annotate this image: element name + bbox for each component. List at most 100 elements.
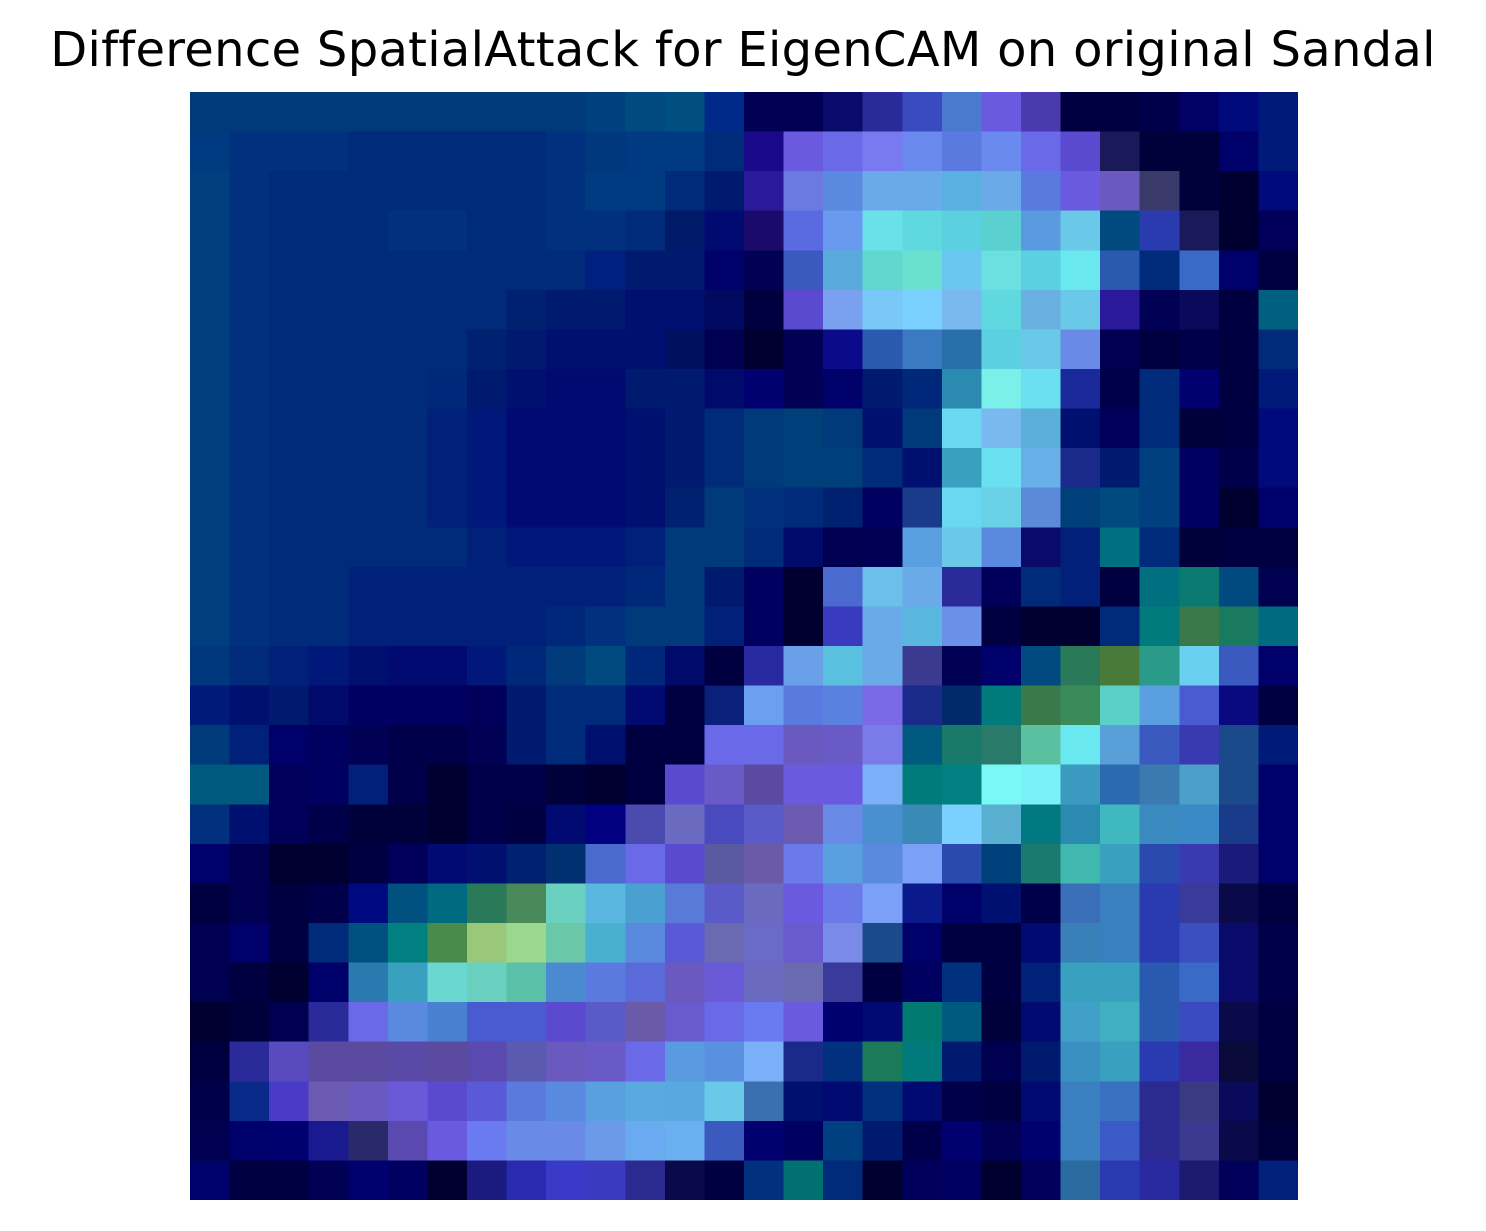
heatmap-cell-r18-c23 [1100, 804, 1141, 845]
heatmap-cell-r8-c17 [862, 408, 903, 449]
heatmap-cell-r3-c27 [1258, 210, 1298, 251]
heatmap-cell-r14-c25 [1179, 646, 1220, 687]
heatmap-cell-r22-c26 [1218, 962, 1260, 1003]
heatmap-cell-r16-c18 [902, 725, 943, 766]
heatmap-cell-r19-c0 [190, 843, 231, 885]
heatmap-cell-r18-c0 [190, 804, 231, 845]
heatmap-cell-r20-c2 [269, 883, 310, 924]
heatmap-cell-r15-c9 [546, 685, 587, 726]
heatmap-cell-r20-c26 [1218, 883, 1260, 924]
heatmap-cell-r26-c18 [902, 1120, 943, 1162]
heatmap-cell-r5-c4 [348, 289, 389, 331]
heatmap-cell-r9-c6 [427, 448, 468, 489]
heatmap-cell-r2-c21 [1021, 171, 1062, 212]
heatmap-cell-r13-c12 [664, 606, 706, 647]
heatmap-cell-r1-c17 [862, 131, 903, 172]
heatmap-cell-r2-c15 [783, 171, 824, 212]
heatmap-cell-r4-c19 [941, 250, 983, 291]
heatmap-cell-r4-c14 [744, 250, 785, 291]
heatmap-cell-r21-c2 [269, 923, 310, 964]
heatmap-cell-r24-c10 [585, 1041, 626, 1082]
heatmap-cell-r0-c25 [1179, 92, 1220, 133]
heatmap-cell-r6-c22 [1060, 329, 1101, 370]
heatmap-cell-r11-c14 [744, 527, 785, 568]
heatmap-cell-r1-c3 [308, 131, 349, 172]
heatmap-cell-r23-c2 [269, 1002, 310, 1043]
heatmap-cell-r14-c22 [1060, 646, 1101, 687]
heatmap-cell-r2-c16 [823, 171, 864, 212]
heatmap-cell-r19-c8 [506, 843, 547, 885]
heatmap-cell-r25-c25 [1179, 1081, 1220, 1122]
heatmap-cell-r0-c18 [902, 92, 943, 133]
heatmap-cell-r21-c6 [427, 923, 468, 964]
heatmap-cell-r13-c21 [1021, 606, 1062, 647]
heatmap-cell-r3-c13 [704, 210, 745, 251]
heatmap-cell-r2-c13 [704, 171, 745, 212]
heatmap-cell-r8-c24 [1139, 408, 1180, 449]
heatmap-cell-r27-c27 [1258, 1160, 1298, 1200]
heatmap-cell-r14-c1 [229, 646, 270, 687]
heatmap-cell-r14-c8 [506, 646, 547, 687]
heatmap-cell-r9-c27 [1258, 448, 1298, 489]
heatmap-cell-r26-c2 [269, 1120, 310, 1162]
heatmap-cell-r27-c23 [1100, 1160, 1141, 1200]
heatmap-cell-r7-c12 [664, 369, 706, 410]
heatmap-cell-r6-c1 [229, 329, 270, 370]
heatmap-cell-r20-c0 [190, 883, 231, 924]
heatmap-cell-r6-c7 [467, 329, 508, 370]
heatmap-cell-r16-c20 [981, 725, 1022, 766]
heatmap-cell-r12-c0 [190, 566, 231, 608]
heatmap-cell-r7-c24 [1139, 369, 1180, 410]
heatmap-cell-r3-c2 [269, 210, 310, 251]
heatmap-cell-r24-c14 [744, 1041, 785, 1082]
heatmap-cell-r25-c23 [1100, 1081, 1141, 1122]
heatmap-cell-r15-c15 [783, 685, 824, 726]
heatmap-cell-r26-c13 [704, 1120, 745, 1162]
heatmap-cell-r6-c15 [783, 329, 824, 370]
heatmap-cell-r9-c15 [783, 448, 824, 489]
heatmap-cell-r23-c26 [1218, 1002, 1260, 1043]
heatmap-cell-r22-c15 [783, 962, 824, 1003]
heatmap-cell-r11-c4 [348, 527, 389, 568]
heatmap-cell-r11-c21 [1021, 527, 1062, 568]
heatmap-cell-r12-c26 [1218, 566, 1260, 608]
heatmap-cell-r1-c10 [585, 131, 626, 172]
heatmap-cell-r2-c22 [1060, 171, 1101, 212]
heatmap-cell-r19-c22 [1060, 843, 1101, 885]
heatmap-cell-r7-c25 [1179, 369, 1220, 410]
heatmap-cell-r15-c10 [585, 685, 626, 726]
heatmap-cell-r0-c11 [625, 92, 666, 133]
heatmap-cell-r16-c19 [941, 725, 983, 766]
heatmap-cell-r8-c19 [941, 408, 983, 449]
heatmap-cell-r19-c18 [902, 843, 943, 885]
heatmap-cell-r5-c2 [269, 289, 310, 331]
heatmap-cell-r26-c23 [1100, 1120, 1141, 1162]
heatmap-cell-r23-c19 [941, 1002, 983, 1043]
heatmap-cell-r4-c7 [467, 250, 508, 291]
heatmap-cell-r0-c13 [704, 92, 745, 133]
heatmap-cell-r23-c3 [308, 1002, 349, 1043]
heatmap-cell-r0-c22 [1060, 92, 1101, 133]
heatmap-cell-r7-c17 [862, 369, 903, 410]
heatmap-cell-r13-c22 [1060, 606, 1101, 647]
heatmap-cell-r24-c12 [664, 1041, 706, 1082]
heatmap-cell-r19-c1 [229, 843, 270, 885]
heatmap-cell-r12-c11 [625, 566, 666, 608]
heatmap-cell-r25-c14 [744, 1081, 785, 1122]
heatmap-cell-r0-c26 [1218, 92, 1260, 133]
heatmap-cell-r3-c26 [1218, 210, 1260, 251]
heatmap-cell-r27-c9 [546, 1160, 587, 1200]
heatmap-cell-r8-c21 [1021, 408, 1062, 449]
heatmap-cell-r25-c5 [387, 1081, 429, 1122]
heatmap-cell-r13-c10 [585, 606, 626, 647]
heatmap-cell-r9-c19 [941, 448, 983, 489]
heatmap-cell-r16-c14 [744, 725, 785, 766]
heatmap-cell-r25-c0 [190, 1081, 231, 1122]
heatmap-cell-r13-c17 [862, 606, 903, 647]
heatmap-cell-r4-c10 [585, 250, 626, 291]
heatmap-cell-r21-c14 [744, 923, 785, 964]
heatmap-cell-r13-c8 [506, 606, 547, 647]
heatmap-cell-r16-c8 [506, 725, 547, 766]
heatmap-cell-r15-c17 [862, 685, 903, 726]
heatmap-cell-r23-c14 [744, 1002, 785, 1043]
